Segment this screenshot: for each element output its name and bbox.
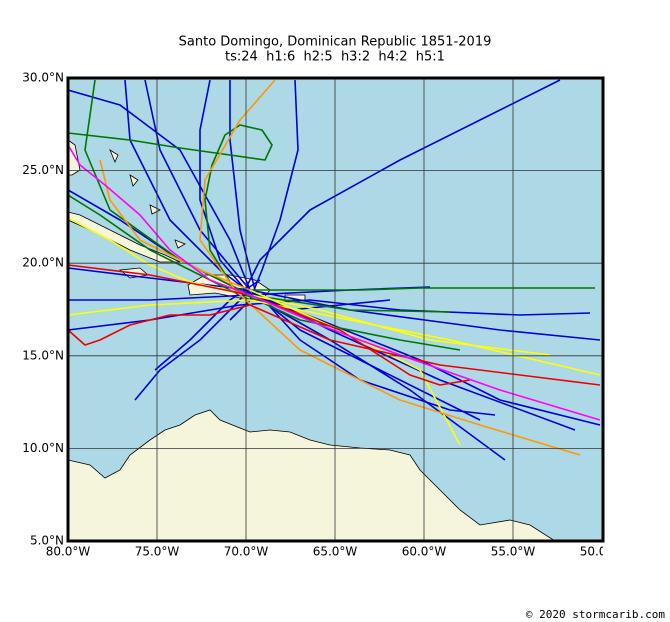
lon-label: 55.0°W — [491, 545, 536, 559]
lon-label: 70.0°W — [224, 545, 269, 559]
cuba — [68, 211, 181, 263]
storm-tracks — [68, 79, 601, 461]
lat-label: 10.0°N — [22, 441, 64, 455]
map-subtitle: ts:24 h1:6 h2:5 h3:2 h4:2 h5:1 — [225, 50, 445, 65]
map-frame — [66, 76, 605, 543]
lat-label: 25.0°N — [22, 163, 64, 177]
lon-label: 65.0°W — [313, 545, 358, 559]
credit: © 2020 stormcarib.com — [526, 608, 665, 621]
map-area — [68, 78, 603, 541]
lon-label: 60.0°W — [402, 545, 447, 559]
graticule — [68, 78, 603, 541]
axis-labels: 30.0°N 25.0°N 20.0°N 15.0°N 10.0°N 5.0°N80.0°… — [22, 71, 625, 559]
south-america — [68, 409, 556, 541]
lat-label: 20.0°N — [22, 256, 64, 270]
lat-label: 15.0°N — [22, 348, 64, 362]
bahamas — [109, 148, 186, 249]
map-title: Santo Domingo, Dominican Republic 1851-2… — [179, 35, 492, 50]
lon-label: 75.0°W — [135, 545, 180, 559]
lat-label: 5.0°N — [30, 534, 64, 548]
lon-label: 80.0°W — [46, 545, 91, 559]
lat-label: 30.0°N — [22, 71, 64, 85]
lon-label: 50.0°W — [580, 545, 625, 559]
